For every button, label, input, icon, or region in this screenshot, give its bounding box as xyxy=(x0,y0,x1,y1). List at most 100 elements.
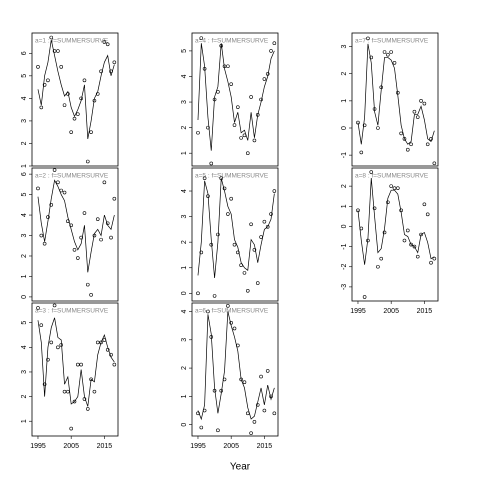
y-tick-label: 0 xyxy=(341,224,348,228)
y-tick-label: 1 xyxy=(181,394,188,398)
fit-line xyxy=(37,179,115,273)
data-point xyxy=(382,230,387,235)
panel: a=3 : f=SUMMERSURVE xyxy=(35,303,117,431)
y-tick-label: 5 xyxy=(21,321,28,325)
y-tick-label: 2 xyxy=(181,366,188,370)
data-point xyxy=(362,295,367,299)
data-point xyxy=(232,123,237,127)
data-point xyxy=(399,131,403,136)
panel-title: a=7 : f=SUMMERSURVE xyxy=(355,38,429,45)
data-point xyxy=(72,116,77,121)
x-tick-label: 2015 xyxy=(97,443,113,450)
data-point xyxy=(245,151,250,156)
y-tick-label: 2 xyxy=(341,184,348,188)
panel-frame xyxy=(31,32,119,167)
data-point xyxy=(199,250,204,255)
data-point xyxy=(229,196,233,201)
data-point xyxy=(422,101,427,106)
data-point xyxy=(252,420,257,424)
data-point xyxy=(39,233,44,238)
data-point xyxy=(206,125,210,130)
fit-line xyxy=(357,43,435,145)
y-tick-label: 6 xyxy=(21,51,28,55)
data-point xyxy=(226,64,230,69)
data-point xyxy=(66,219,70,223)
fit-line xyxy=(357,178,435,265)
data-point xyxy=(42,83,47,87)
data-point xyxy=(36,186,40,191)
data-point xyxy=(389,184,393,188)
x-tick-label: 2005 xyxy=(383,308,399,315)
y-tick-label: 1 xyxy=(181,266,188,270)
fit-line xyxy=(37,39,115,140)
data-point xyxy=(209,161,214,166)
panel-frame xyxy=(191,167,279,302)
y-tick-label: 4 xyxy=(181,74,188,78)
data-point xyxy=(72,248,77,252)
data-point xyxy=(196,130,200,135)
data-point xyxy=(242,380,247,385)
panel: a=1 : f=SUMMERSURVE xyxy=(35,35,117,164)
data-point xyxy=(409,142,413,147)
data-point xyxy=(56,345,60,350)
data-point xyxy=(92,389,97,394)
y-tick-label: -1 xyxy=(341,152,348,158)
data-point xyxy=(229,82,233,86)
y-tick-label: -2 xyxy=(341,264,348,270)
data-point xyxy=(402,137,407,141)
data-point xyxy=(389,50,393,54)
data-point xyxy=(379,256,384,261)
data-point xyxy=(429,137,433,141)
data-point xyxy=(39,105,44,110)
panel: a=7 : f=SUMMERSURVE xyxy=(355,36,437,166)
panel-title: a=8 : f=SUMMERSURVE xyxy=(355,173,429,180)
data-point xyxy=(265,369,270,373)
data-point xyxy=(396,186,400,190)
data-point xyxy=(236,105,240,109)
y-tick-label: 2 xyxy=(181,240,188,244)
data-point xyxy=(69,223,73,228)
data-point xyxy=(362,123,367,128)
x-tick-label: 2005 xyxy=(223,443,239,450)
data-point xyxy=(226,212,230,216)
data-point xyxy=(85,159,90,164)
panel-frame xyxy=(31,302,119,437)
y-tick-label: 3 xyxy=(21,233,28,237)
y-tick-label: 4 xyxy=(181,309,188,313)
panel: a=2 : f=SUMMERSURVE xyxy=(35,168,117,297)
data-point xyxy=(249,431,253,435)
data-point xyxy=(199,36,204,40)
panel-title: a=5 : f=SUMMERSURVE xyxy=(195,173,269,180)
data-point xyxy=(425,212,430,217)
data-point xyxy=(46,215,50,219)
fit-line xyxy=(197,178,275,279)
data-point xyxy=(52,303,57,308)
panel-frame xyxy=(191,32,279,167)
y-tick-label: 0 xyxy=(181,291,188,295)
data-point xyxy=(82,78,87,83)
y-tick-label: 2 xyxy=(21,395,28,399)
data-point xyxy=(59,65,64,69)
y-tick-label: 0 xyxy=(181,423,188,427)
data-point xyxy=(392,61,397,65)
data-point xyxy=(269,49,273,53)
data-point xyxy=(69,426,73,431)
data-point xyxy=(76,362,80,367)
y-tick-label: -1 xyxy=(341,243,348,249)
data-point xyxy=(105,42,110,47)
data-point xyxy=(262,77,267,81)
panel: a=4 : f=SUMMERSURVE xyxy=(195,36,277,166)
panel-frame xyxy=(31,167,119,302)
panel-title: a=4 : f=SUMMERSURVE xyxy=(195,38,269,45)
data-point xyxy=(265,225,270,229)
data-point xyxy=(112,362,117,367)
panel: a=6 : f=SUMMERSURVE xyxy=(195,304,277,435)
y-tick-label: 5 xyxy=(21,193,28,197)
data-point xyxy=(425,142,430,147)
data-point xyxy=(102,40,107,44)
y-tick-label: 6 xyxy=(21,172,28,176)
data-point xyxy=(429,260,433,265)
data-point xyxy=(49,203,54,207)
fit-line xyxy=(197,43,275,151)
panel-frame xyxy=(191,302,279,437)
